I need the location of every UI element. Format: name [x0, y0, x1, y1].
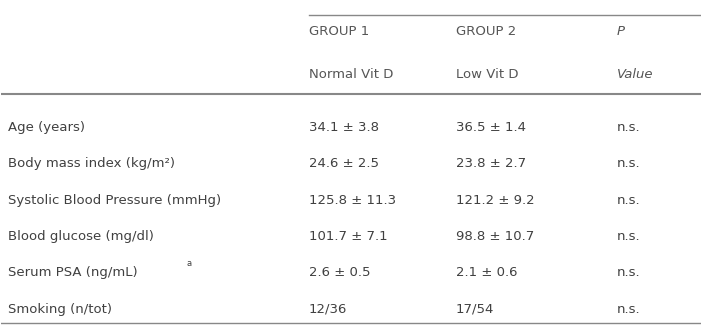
Text: n.s.: n.s.	[616, 121, 640, 134]
Text: Body mass index (kg/m²): Body mass index (kg/m²)	[8, 157, 176, 170]
Text: 98.8 ± 10.7: 98.8 ± 10.7	[456, 230, 534, 243]
Text: 36.5 ± 1.4: 36.5 ± 1.4	[456, 121, 526, 134]
Text: Age (years): Age (years)	[8, 121, 86, 134]
Text: Low Vit D: Low Vit D	[456, 67, 518, 80]
Text: GROUP 1: GROUP 1	[309, 25, 369, 37]
Text: 101.7 ± 7.1: 101.7 ± 7.1	[309, 230, 388, 243]
Text: a: a	[187, 259, 192, 268]
Text: n.s.: n.s.	[616, 157, 640, 170]
Text: n.s.: n.s.	[616, 230, 640, 243]
Text: 125.8 ± 11.3: 125.8 ± 11.3	[309, 194, 396, 207]
Text: 24.6 ± 2.5: 24.6 ± 2.5	[309, 157, 379, 170]
Text: n.s.: n.s.	[616, 303, 640, 316]
Text: 34.1 ± 3.8: 34.1 ± 3.8	[309, 121, 379, 134]
Text: n.s.: n.s.	[616, 194, 640, 207]
Text: 17/54: 17/54	[456, 303, 494, 316]
Text: 2.1 ± 0.6: 2.1 ± 0.6	[456, 267, 517, 280]
Text: P: P	[616, 25, 625, 37]
Text: 2.6 ± 0.5: 2.6 ± 0.5	[309, 267, 371, 280]
Text: 23.8 ± 2.7: 23.8 ± 2.7	[456, 157, 526, 170]
Text: 12/36: 12/36	[309, 303, 347, 316]
Text: Blood glucose (mg/dl): Blood glucose (mg/dl)	[8, 230, 154, 243]
Text: Smoking (n/tot): Smoking (n/tot)	[8, 303, 112, 316]
Text: Systolic Blood Pressure (mmHg): Systolic Blood Pressure (mmHg)	[8, 194, 222, 207]
Text: 121.2 ± 9.2: 121.2 ± 9.2	[456, 194, 534, 207]
Text: GROUP 2: GROUP 2	[456, 25, 516, 37]
Text: Normal Vit D: Normal Vit D	[309, 67, 393, 80]
Text: n.s.: n.s.	[616, 267, 640, 280]
Text: Value: Value	[616, 67, 653, 80]
Text: Serum PSA (ng/mL): Serum PSA (ng/mL)	[8, 267, 138, 280]
